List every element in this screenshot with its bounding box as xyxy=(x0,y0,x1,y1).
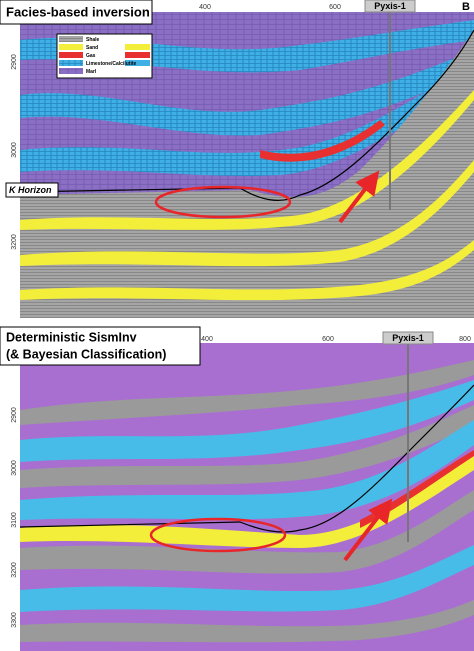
x-tick-label: 600 xyxy=(329,4,341,11)
y-tick-label: 3200 xyxy=(11,234,18,250)
legend: Shale Sand Gas Limestone/Calcilutite Mar… xyxy=(56,33,153,79)
horizon-label: K Horizon xyxy=(9,185,52,195)
x-tick-label: 400 xyxy=(201,336,213,343)
legend-label: Marl xyxy=(86,69,97,75)
legend-swatch xyxy=(59,36,83,42)
shale-band xyxy=(20,360,474,425)
sand-band xyxy=(20,160,474,267)
x-tick-label: 800 xyxy=(459,336,471,343)
limestone-band xyxy=(20,380,474,462)
panel-title: (& Bayesian Classification) xyxy=(6,347,166,361)
gas-band xyxy=(260,120,385,162)
left-axis-strip xyxy=(0,343,20,651)
limestone-band xyxy=(20,545,474,612)
top-panel: 400 600 2900 3000 3200 Pyxis-1 B Facies-… xyxy=(0,0,474,318)
shale-band xyxy=(20,405,474,488)
left-axis-strip xyxy=(0,12,20,318)
y-tick-label: 3100 xyxy=(11,512,18,528)
x-tick-label: 400 xyxy=(199,4,211,11)
y-tick-label: 3000 xyxy=(11,460,18,476)
legend-label: Gas xyxy=(86,53,96,59)
y-tick-label: 2900 xyxy=(11,407,18,423)
panel-title: Facies-based inversion xyxy=(6,4,150,19)
well-label: Pyxis-1 xyxy=(374,1,406,11)
bottom-panel: 400 600 800 2900 3000 3100 3200 3300 Pyx… xyxy=(0,325,474,651)
legend-swatch xyxy=(125,60,150,66)
y-tick-label: 3000 xyxy=(11,142,18,158)
arrow xyxy=(343,498,393,562)
title-box xyxy=(0,0,153,25)
shale-band xyxy=(20,600,474,643)
legend-swatch xyxy=(59,60,83,66)
x-tick-label: 600 xyxy=(322,336,334,343)
shale-band xyxy=(20,490,474,574)
corner-label: B xyxy=(462,1,470,13)
panel-title: Deterministic SismInv xyxy=(6,330,137,344)
limestone-band xyxy=(20,60,474,177)
y-tick-label: 2900 xyxy=(11,54,18,70)
legend-swatch xyxy=(59,68,83,74)
legend-swatch xyxy=(59,44,83,50)
highlight-ellipse xyxy=(154,185,292,219)
k-horizon-line xyxy=(19,384,474,533)
legend-label: Shale xyxy=(86,37,100,43)
legend-swatch xyxy=(125,44,150,50)
legend-label: Limestone/Calcilutite xyxy=(86,61,137,67)
legend-label: Sand xyxy=(86,45,98,51)
highlight-ellipse xyxy=(149,517,287,553)
limestone-band xyxy=(20,50,474,136)
well-label-box xyxy=(364,0,416,13)
legend-swatch xyxy=(59,52,83,58)
title-box xyxy=(0,326,201,366)
sand-band xyxy=(20,240,474,301)
arrow xyxy=(338,170,380,224)
limestone-band xyxy=(20,420,474,520)
k-horizon-line xyxy=(19,29,474,201)
well-label: Pyxis-1 xyxy=(392,333,424,343)
horizon-label-box xyxy=(5,182,59,198)
y-tick-label: 3300 xyxy=(11,612,18,628)
y-tick-label: 3200 xyxy=(11,562,18,578)
well-label-box xyxy=(382,331,434,345)
legend-swatch xyxy=(125,52,150,58)
